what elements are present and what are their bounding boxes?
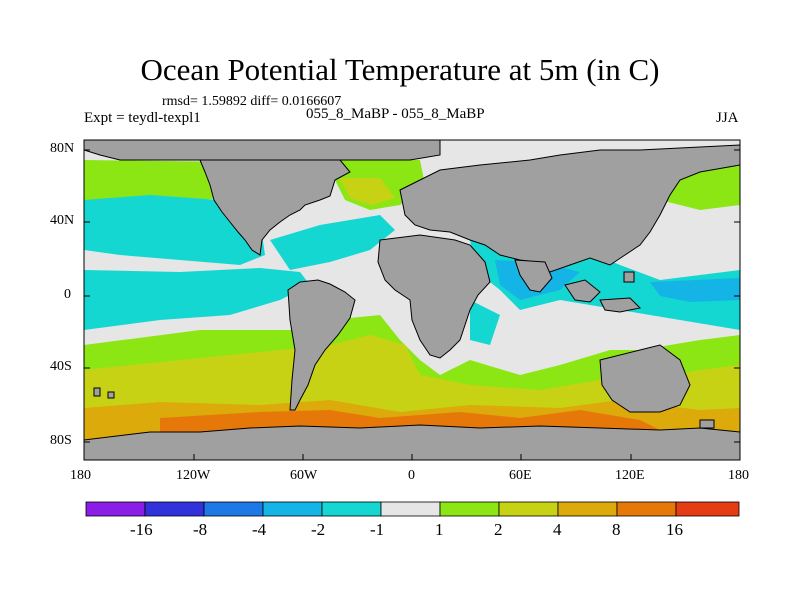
colorbar-label-2: 2: [494, 520, 503, 539]
cyan-region-atlantic: [270, 215, 395, 270]
land-india: [514, 259, 553, 293]
land-island-1: [623, 271, 635, 283]
land-antarctica: [84, 424, 740, 460]
land-africa: [377, 234, 491, 359]
colorbar-swatch-4: [262, 501, 323, 517]
colorbar: [85, 501, 740, 517]
season-label: JJA: [716, 110, 739, 126]
lat-label-80s: 80S: [50, 433, 72, 448]
lat-label-40s: 40S: [50, 359, 72, 374]
land-australia: [599, 344, 691, 413]
land-eurasia: [399, 144, 740, 273]
lon-label-120e: 120E: [615, 468, 645, 483]
land-greenland: [84, 140, 441, 161]
colorbar-label-4: 4: [553, 520, 562, 539]
land-indonesia: [599, 297, 642, 313]
axis-ticks: [83, 149, 741, 460]
plot-title: Ocean Potential Temperature at 5m (in C): [140, 52, 660, 87]
land-north-america: [199, 159, 351, 256]
cyan-region-southern-indian: [470, 300, 500, 345]
map-field: [84, 140, 740, 460]
lat-label-40n: 40N: [50, 213, 75, 228]
land-island-4: [699, 419, 715, 429]
lat-label-0: 0: [64, 287, 71, 302]
land-south-america: [287, 279, 356, 411]
lightblue-region-east-pacific: [650, 278, 740, 302]
colorbar-swatch-5: [321, 501, 382, 517]
land-southeast-asia: [564, 279, 601, 303]
cyan-region-north-pacific: [84, 195, 265, 265]
colorbar-swatch-10: [616, 501, 677, 517]
subtitle: 055_8_MaBP - 055_8_MaBP: [306, 106, 485, 122]
cyan-region-tropics: [84, 268, 310, 330]
colorbar-label-neg1: -1: [370, 520, 385, 539]
colorbar-swatch-11: [675, 501, 740, 517]
colorbar-label-neg4: -4: [252, 520, 267, 539]
colorbar-swatch-9: [557, 501, 618, 517]
colorbar-label-8: 8: [612, 520, 621, 539]
lon-label-180w: 180: [70, 468, 91, 483]
colorbar-swatch-1: [85, 501, 146, 517]
colorbar-swatch-2: [144, 501, 205, 517]
colorbar-label-16: 16: [666, 520, 683, 539]
colorbar-swatch-8: [498, 501, 559, 517]
land-island-2: [93, 387, 101, 397]
land-masses: [84, 140, 740, 460]
olive-region-north-atlantic: [340, 178, 395, 205]
colorbar-label-neg16: -16: [130, 520, 153, 539]
colorbar-swatch-3: [203, 501, 264, 517]
lon-label-60w: 60W: [290, 468, 318, 483]
lon-label-120w: 120W: [176, 468, 211, 483]
colorbar-label-1: 1: [435, 520, 444, 539]
colorbar-label-neg8: -8: [193, 520, 208, 539]
land-island-3: [107, 391, 115, 399]
lon-label-180e: 180: [728, 468, 749, 483]
rmsd-diff-stats: rmsd= 1.59892 diff= 0.0166607: [162, 94, 342, 109]
lon-label-60e: 60E: [509, 468, 532, 483]
lat-label-80n: 80N: [50, 141, 75, 156]
colorbar-swatch-6: [380, 501, 441, 517]
colorbar-label-neg2: -2: [311, 520, 326, 539]
experiment-label: Expt = teydl-texpl1: [84, 110, 201, 126]
lon-label-0: 0: [408, 468, 415, 483]
colorbar-swatch-7: [439, 501, 500, 517]
